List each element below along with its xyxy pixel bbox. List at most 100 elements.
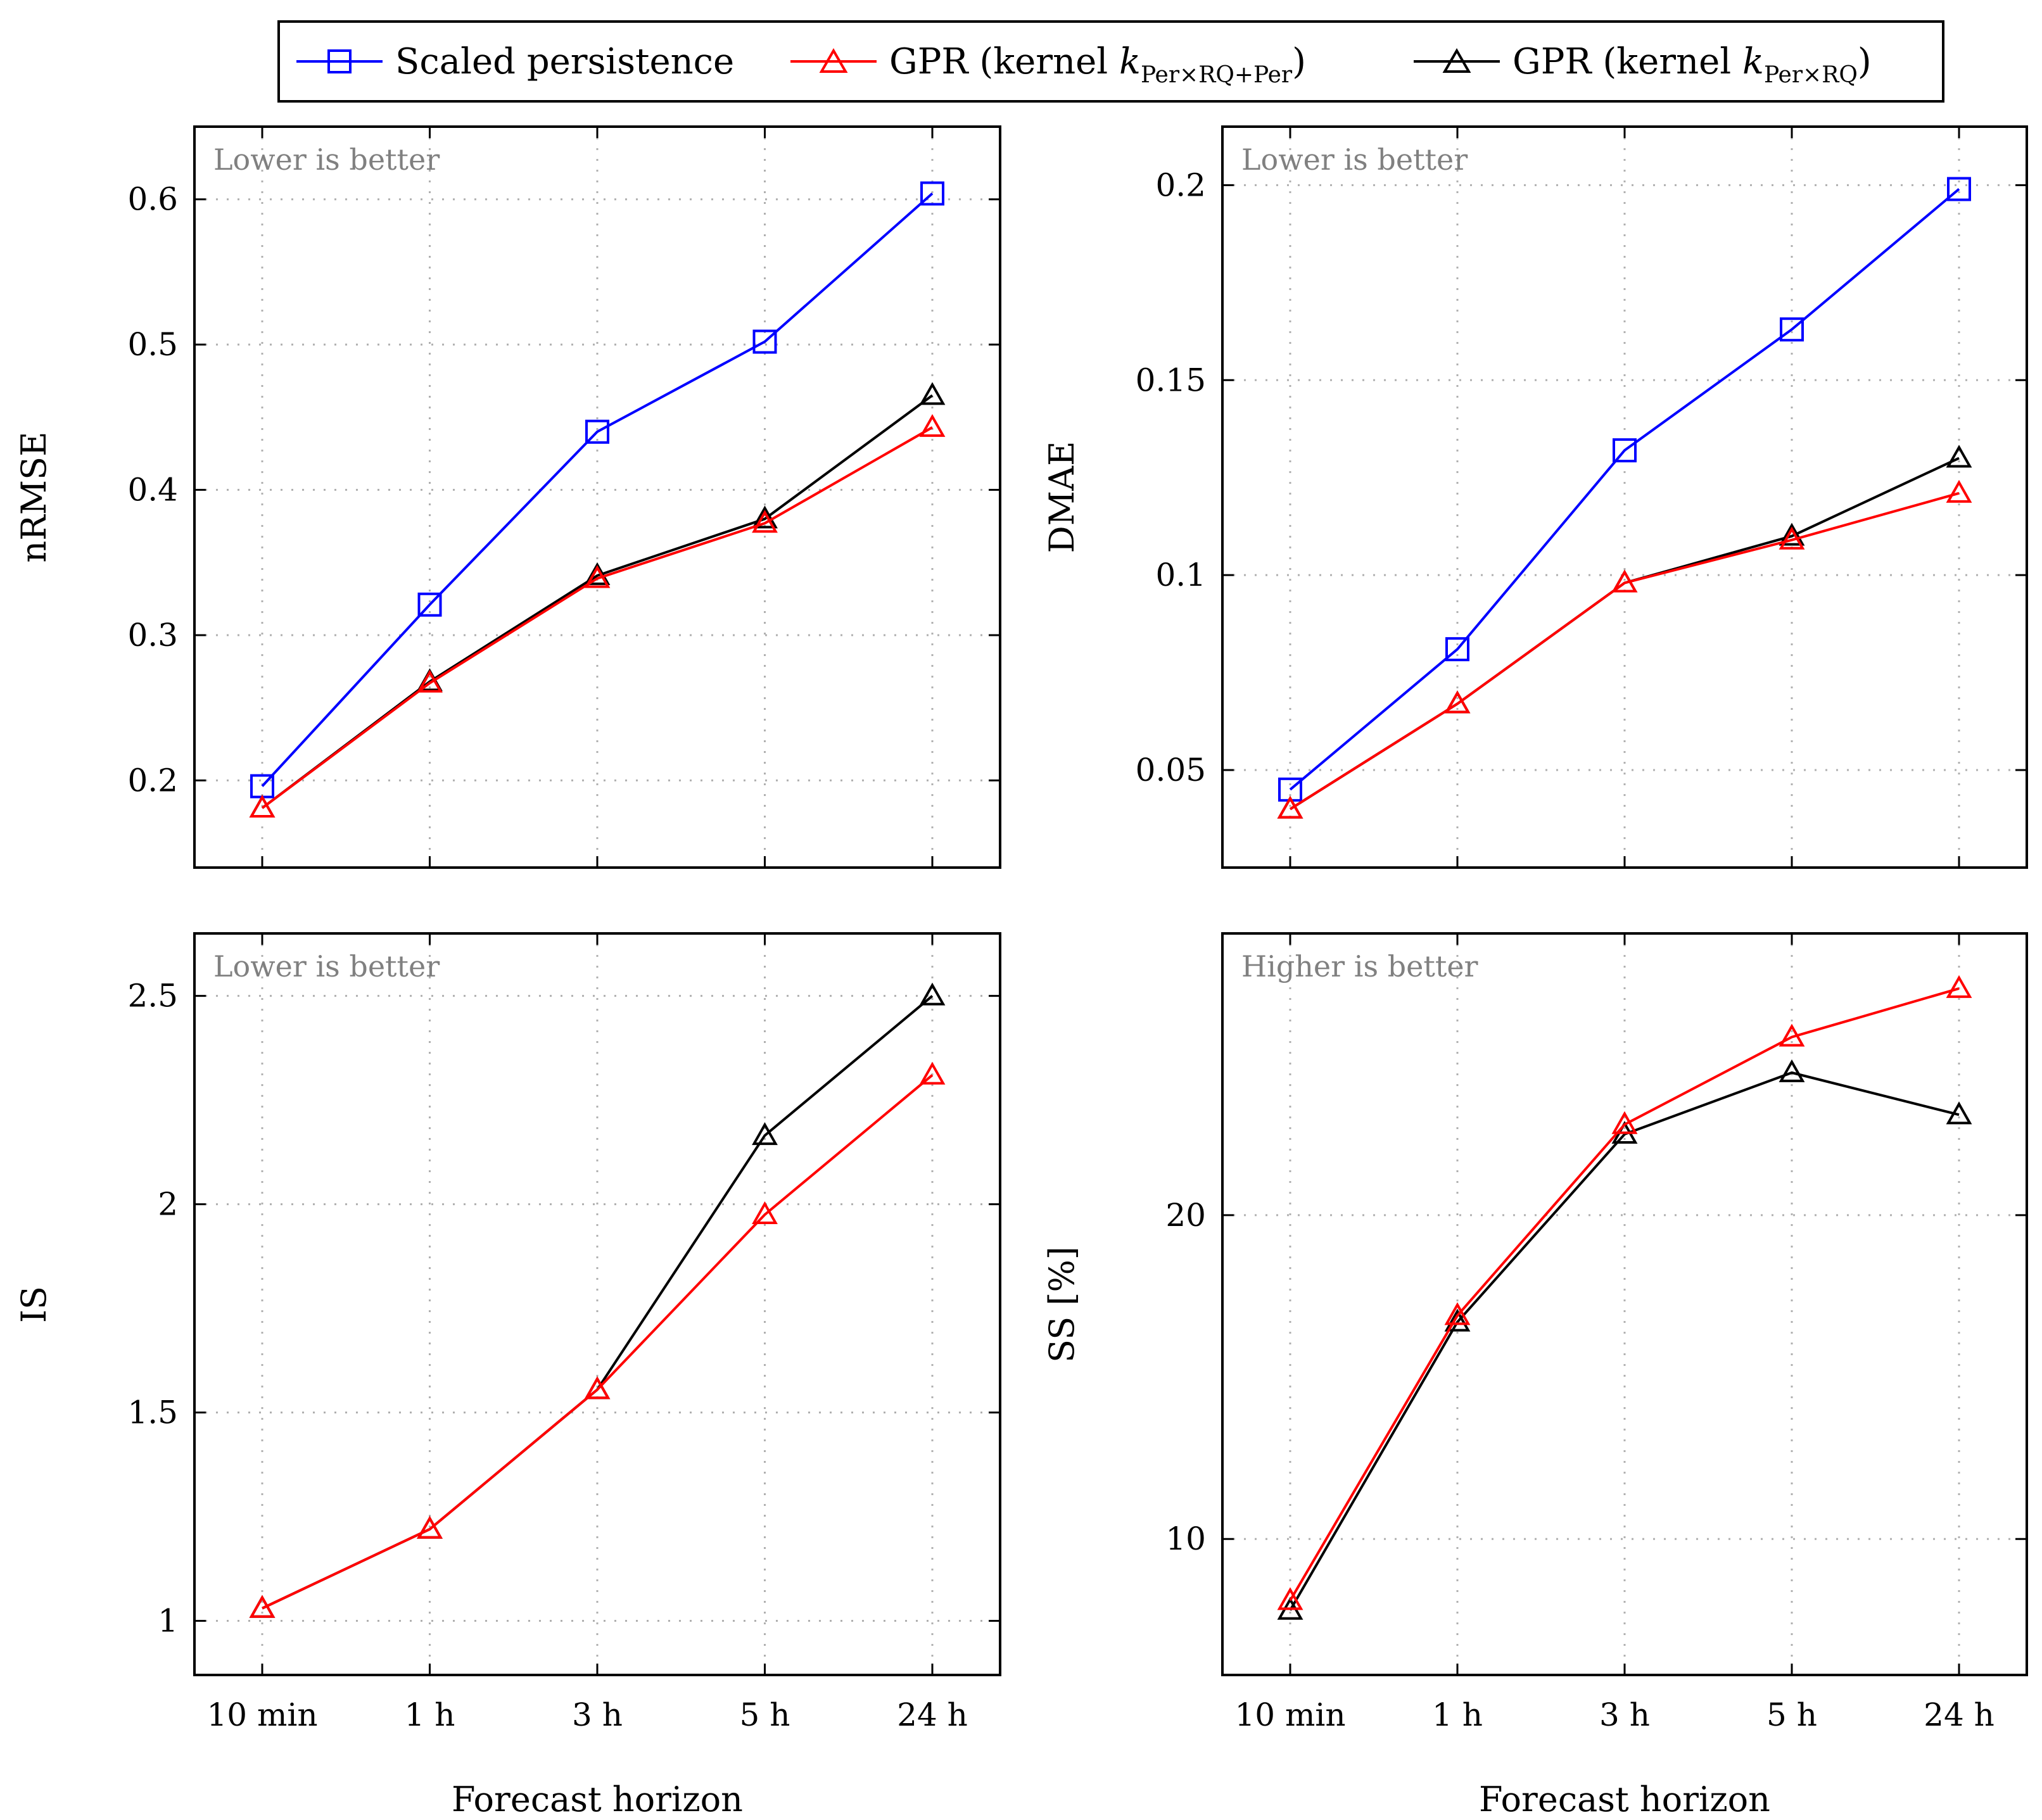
series-line — [261, 426, 933, 809]
data-point — [417, 1515, 443, 1539]
x-tick-label: 5 h — [1766, 1697, 1817, 1733]
data-point — [417, 592, 442, 617]
y-axis-label: nRMSE — [14, 431, 54, 562]
series-line — [261, 193, 934, 787]
data-point — [752, 1201, 778, 1225]
x-tick-label: 5 h — [740, 1697, 790, 1733]
plot-frame — [1221, 932, 2028, 1676]
data-point — [249, 794, 276, 818]
series-line — [1289, 987, 1960, 1602]
legend: Scaled persistence GPR (kernel kPer×RQ+P… — [277, 20, 1944, 103]
y-tick-label: 2.5 — [127, 978, 178, 1014]
series-gpr-kernel-k-per-rq-per — [249, 1061, 946, 1618]
data-point — [1277, 1587, 1303, 1610]
legend-frame — [277, 20, 1944, 103]
data-point — [1946, 975, 1972, 998]
series-gpr-kernel-k-per-rq-per — [249, 414, 946, 818]
series-line — [1289, 1071, 1960, 1611]
legend-label-gpr-per-rq-per: GPR (kernel kPer×RQ+Per) — [889, 41, 1306, 88]
data-point — [1444, 1302, 1471, 1325]
series-gpr-kernel-k-per-rq — [1277, 1059, 1972, 1620]
x-tick-label: 10 min — [206, 1697, 317, 1733]
x-axis-label: Forecast horizon — [1479, 1779, 1770, 1819]
legend-marker-square — [327, 49, 352, 73]
legend-marker-triangle — [819, 47, 848, 73]
panel-nrmse: 0.2 0.3 0.4 0.5 0.6 nRMSE Lower is better — [14, 125, 1001, 869]
x-axis-label: Forecast horizon — [452, 1779, 743, 1819]
x-tick-label: 24 h — [897, 1697, 968, 1733]
annotation: Lower is better — [213, 142, 440, 177]
data-point — [1779, 1059, 1805, 1082]
series-scaled-persistence — [1278, 177, 1971, 802]
data-point — [1611, 569, 1638, 593]
y-tick-label: 0.2 — [1155, 167, 1206, 203]
data-point — [1946, 445, 1972, 468]
legend-label-gpr-per-rq: GPR (kernel kPer×RQ) — [1512, 41, 1872, 88]
series-line — [1289, 187, 1960, 791]
data-point — [1779, 522, 1805, 546]
data-point — [1779, 1023, 1805, 1047]
panel-ss: 10 20 10 min 1 h 3 h 5 h 24 h SS [%] Forecast ho… — [1042, 932, 2028, 1819]
series-gpr-kernel-k-per-rq-per — [1277, 479, 1972, 819]
data-point — [1444, 1308, 1471, 1332]
y-axis-label: SS [%] — [1042, 1246, 1082, 1363]
data-point — [752, 329, 777, 354]
data-point — [1277, 795, 1303, 819]
data-point — [919, 982, 946, 1006]
data-point — [1444, 690, 1471, 714]
annotation: Lower is better — [1241, 142, 1468, 177]
plot-frame — [193, 125, 1001, 869]
y-tick-label: 0.15 — [1136, 362, 1206, 398]
x-tick-label: 10 min — [1234, 1697, 1345, 1733]
data-point — [1947, 177, 1971, 201]
data-point — [417, 669, 443, 693]
plot-frame — [1221, 125, 2028, 869]
legend-entry-gpr-per-rq: GPR (kernel kPer×RQ) — [1414, 41, 1872, 88]
grid — [194, 127, 1000, 868]
data-point — [920, 181, 944, 206]
x-tick-label: 3 h — [572, 1697, 623, 1733]
data-point — [585, 419, 609, 444]
data-point — [584, 565, 611, 588]
legend-entry-scaled-persistence: Scaled persistence — [296, 41, 734, 82]
y-axis-label: DMAE — [1042, 441, 1082, 553]
data-point — [752, 510, 778, 533]
plot-frame — [193, 932, 1001, 1676]
x-tick-label: 1 h — [405, 1697, 455, 1733]
x-tick-label: 1 h — [1432, 1697, 1483, 1733]
data-point — [1946, 479, 1972, 503]
grid — [1222, 127, 2027, 868]
y-tick-label: 0.1 — [1155, 557, 1206, 593]
data-point — [919, 414, 946, 437]
y-tick-label: 0.4 — [127, 472, 178, 509]
legend-label-scaled-persistence: Scaled persistence — [395, 41, 734, 82]
annotation: Lower is better — [213, 949, 440, 983]
y-axis-label: IS — [14, 1286, 54, 1323]
legend-marker-triangle — [1442, 47, 1471, 73]
series-line — [262, 1074, 934, 1610]
y-tick-label: 1.5 — [127, 1394, 178, 1431]
series-line — [1289, 491, 1960, 811]
data-point — [249, 1595, 276, 1618]
series-gpr-kernel-k-per-rq-per — [1277, 975, 1972, 1610]
y-tick-label: 0.5 — [127, 326, 178, 363]
data-point — [1780, 317, 1804, 342]
y-tick-label: 10 — [1165, 1520, 1206, 1557]
x-tick-label: 24 h — [1924, 1697, 1994, 1733]
series-scaled-persistence — [250, 181, 944, 799]
y-tick-label: 0.3 — [127, 617, 178, 654]
data-point — [919, 1061, 946, 1085]
data-point — [1779, 526, 1805, 550]
data-point — [1613, 438, 1637, 463]
data-point — [1445, 637, 1469, 662]
data-point — [919, 382, 946, 405]
legend-entry-gpr-per-rq-per: GPR (kernel kPer×RQ+Per) — [790, 41, 1306, 88]
data-point — [584, 1376, 611, 1400]
y-tick-label: 0.2 — [127, 762, 178, 799]
grid — [1222, 933, 2027, 1675]
data-point — [584, 562, 611, 585]
grid — [194, 933, 1000, 1675]
x-tick-label: 3 h — [1599, 1697, 1650, 1733]
panel-dmae: 0.05 0.1 0.15 0.2 DMAE Lower is better — [1042, 125, 2028, 869]
